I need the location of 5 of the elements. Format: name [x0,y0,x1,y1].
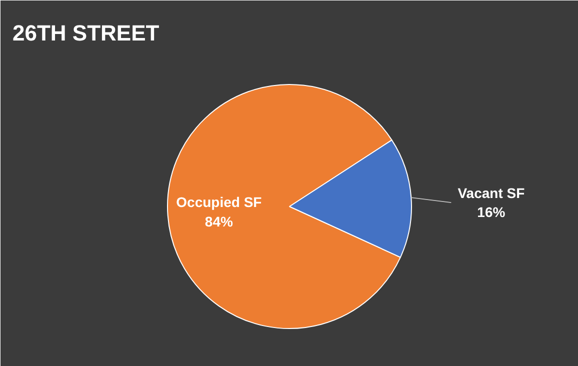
data-label: 16% [477,204,506,220]
slice-label: Occupied SF [176,194,262,210]
data-label: 84% [204,213,234,230]
chart-title: 26TH STREET [12,20,160,46]
slice-label: Vacant SF [458,184,526,201]
